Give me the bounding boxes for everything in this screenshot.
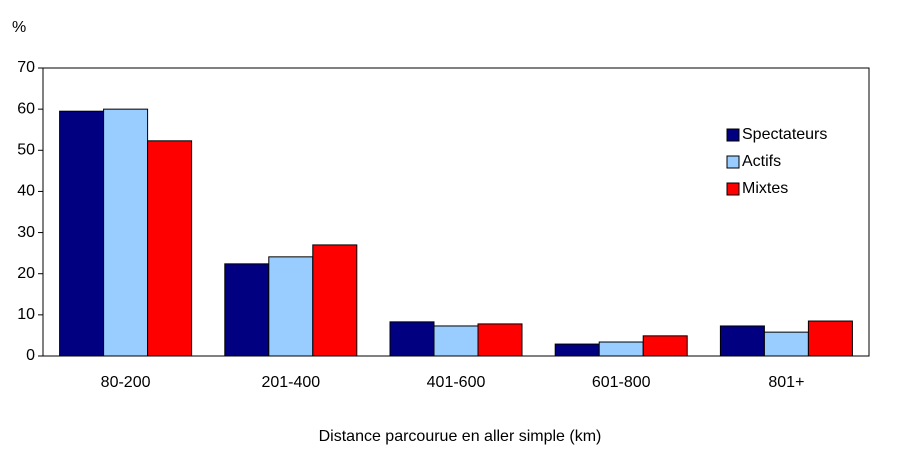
bar [59,110,105,357]
y-axis-label: % [12,19,26,36]
x-tick-label: 201-400 [261,374,320,391]
bar [103,108,149,357]
bar [554,343,600,357]
x-axis-label: Distance parcourue en aller simple (km) [319,428,602,445]
bar [433,325,479,357]
legend-label: Mixtes [742,180,788,197]
plot-frame [42,67,870,357]
legend-swatch [726,182,740,196]
y-tick-label: 10 [17,306,35,323]
y-tick-label: 40 [17,183,35,200]
bar [477,323,523,357]
bar [598,341,644,357]
bar [268,256,314,357]
y-tick-label: 50 [17,142,35,159]
bar [642,335,688,357]
bar [147,140,193,357]
y-tick-label: 70 [17,59,35,76]
legend-swatch [726,155,740,169]
legend-swatch [726,128,740,142]
y-tick-label: 0 [26,347,35,364]
y-tick-label: 60 [17,100,35,117]
bar [224,263,270,357]
legend-label: Spectateurs [742,126,827,143]
x-tick-label: 601-800 [592,374,651,391]
y-tick-label: 20 [17,265,35,282]
x-tick-label: 401-600 [427,374,486,391]
bar [312,244,358,357]
bar [389,321,435,357]
bar [763,331,809,357]
x-tick-label: 80-200 [101,374,151,391]
y-tick-label: 30 [17,224,35,241]
x-tick-label: 801+ [768,374,804,391]
bar [807,320,853,357]
legend-label: Actifs [742,153,781,170]
bar [719,325,765,357]
